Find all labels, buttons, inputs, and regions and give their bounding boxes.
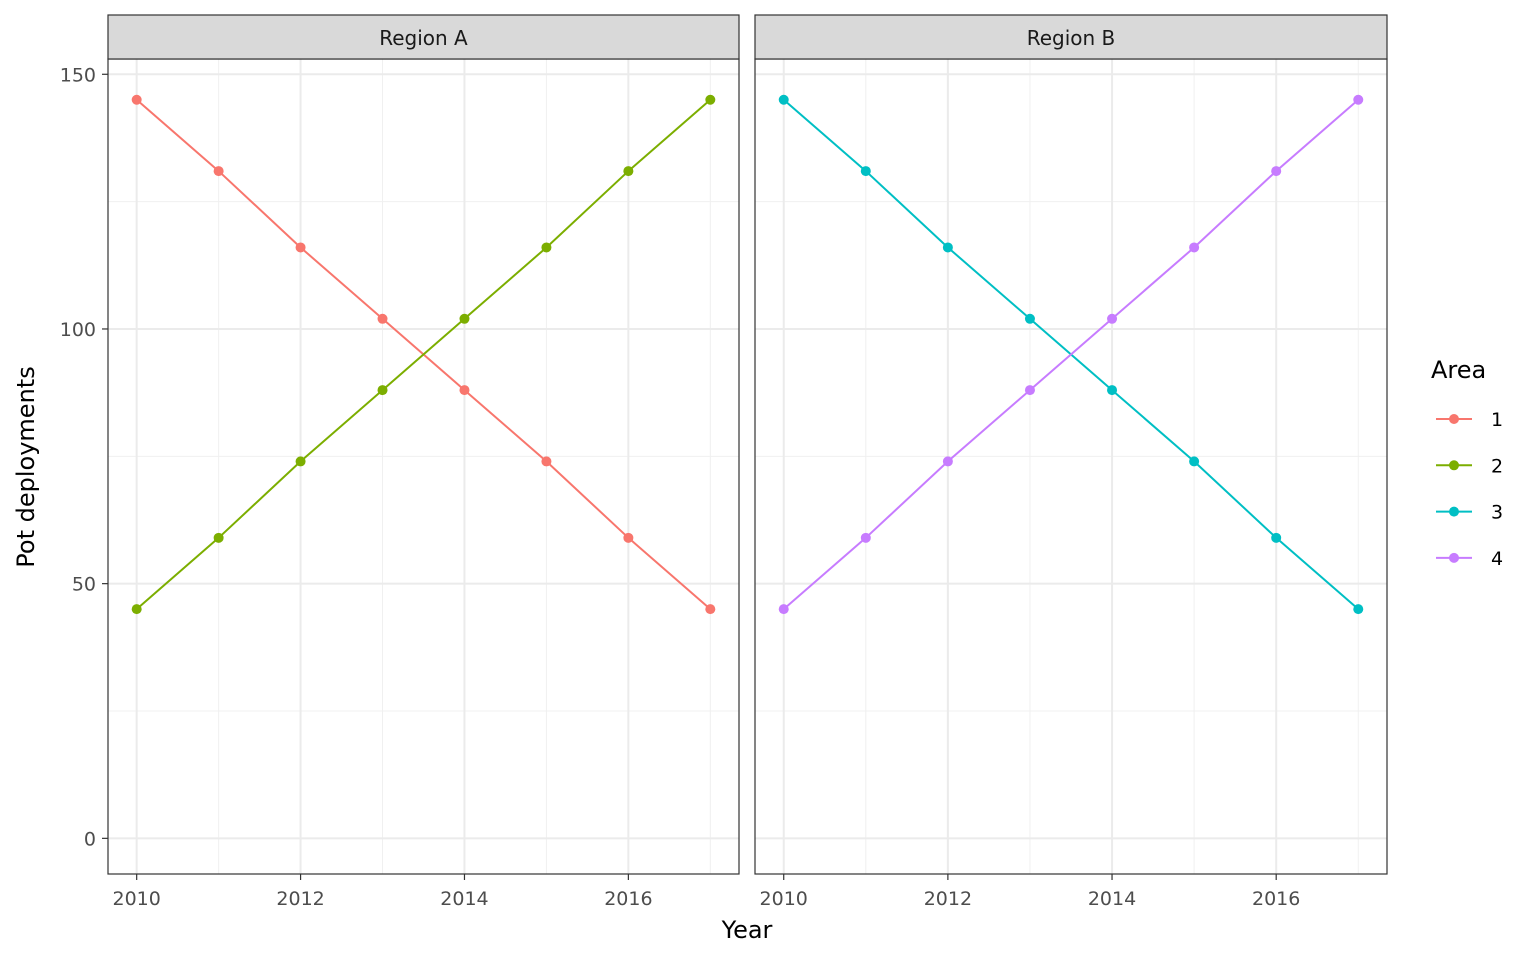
legend-label: 2	[1491, 455, 1503, 477]
series-line-2	[136, 98, 711, 610]
x-tick-label: 2010	[760, 888, 808, 910]
series-line-4	[783, 98, 1359, 610]
x-tick-label: 2014	[440, 888, 488, 910]
data-point-4-2014	[1107, 313, 1118, 324]
data-point-2-2013	[377, 385, 388, 396]
panel-background	[755, 59, 1387, 874]
data-point-2-2015	[541, 242, 552, 253]
data-point-2-2017	[705, 94, 716, 105]
data-point-1-2010	[131, 94, 142, 105]
data-point-4-2015	[1189, 242, 1200, 253]
data-point-1-2013	[377, 313, 388, 324]
x-tick-label: 2012	[276, 888, 324, 910]
data-point-3-2011	[860, 166, 871, 177]
x-tick-label: 2016	[604, 888, 652, 910]
legend-item-4: 4	[1436, 548, 1503, 570]
data-point-4-2013	[1024, 385, 1035, 396]
legend-item-2: 2	[1436, 455, 1503, 477]
x-tick-label: 2010	[113, 888, 161, 910]
legend-key-point	[1449, 460, 1459, 471]
x-tick-label: 2014	[1088, 888, 1136, 910]
data-point-4-2016	[1271, 166, 1282, 177]
data-point-3-2014	[1107, 385, 1118, 396]
data-point-1-2011	[213, 166, 224, 177]
facet-strip	[754, 14, 1388, 60]
panel-1: Region A 2010 2012 2014 2016 0 50 100 150	[60, 14, 740, 910]
facet-strip	[107, 14, 740, 60]
legend-label: 4	[1491, 548, 1503, 570]
legend-key-point	[1449, 506, 1459, 517]
data-point-2-2011	[213, 532, 224, 543]
legend-item-3: 3	[1436, 502, 1503, 524]
data-point-4-2011	[860, 532, 871, 543]
data-point-3-2016	[1271, 532, 1282, 543]
y-axis-title: Pot deployments	[12, 366, 40, 567]
data-point-4-2010	[778, 604, 789, 615]
y-tick-label: 50	[72, 574, 96, 596]
legend: Area 1 2 3 4	[1431, 356, 1503, 570]
panel-background	[108, 59, 739, 874]
data-point-3-2013	[1024, 313, 1035, 324]
y-tick-label: 100	[60, 319, 96, 341]
facet-strip-label: Region A	[379, 26, 468, 50]
data-point-1-2012	[295, 242, 306, 253]
data-point-4-2012	[942, 456, 953, 467]
x-axis-title: Year	[721, 916, 773, 944]
data-point-3-2012	[942, 242, 953, 253]
legend-title: Area	[1431, 356, 1486, 384]
panel-2: Region B 2010 2012 2014 2016	[754, 14, 1388, 910]
x-tick-label: 2016	[1252, 888, 1300, 910]
data-point-1-2016	[623, 532, 634, 543]
data-point-4-2017	[1353, 94, 1364, 105]
data-point-2-2010	[131, 604, 142, 615]
x-tick-label: 2012	[924, 888, 972, 910]
data-point-1-2017	[705, 604, 716, 615]
data-point-2-2012	[295, 456, 306, 467]
data-point-3-2015	[1189, 456, 1200, 467]
legend-label: 1	[1491, 409, 1503, 431]
facet-strip-label: Region B	[1027, 26, 1116, 50]
data-point-3-2017	[1353, 604, 1364, 615]
legend-item-1: 1	[1436, 409, 1503, 431]
data-point-2-2016	[623, 166, 634, 177]
y-tick-label: 0	[84, 828, 96, 850]
data-point-1-2015	[541, 456, 552, 467]
data-point-1-2014	[459, 385, 470, 396]
legend-key-point	[1449, 414, 1459, 424]
legend-label: 3	[1491, 502, 1503, 524]
data-point-2-2014	[459, 313, 470, 324]
legend-key-point	[1449, 552, 1459, 563]
y-tick-label: 150	[60, 64, 96, 86]
data-point-3-2010	[778, 94, 789, 105]
